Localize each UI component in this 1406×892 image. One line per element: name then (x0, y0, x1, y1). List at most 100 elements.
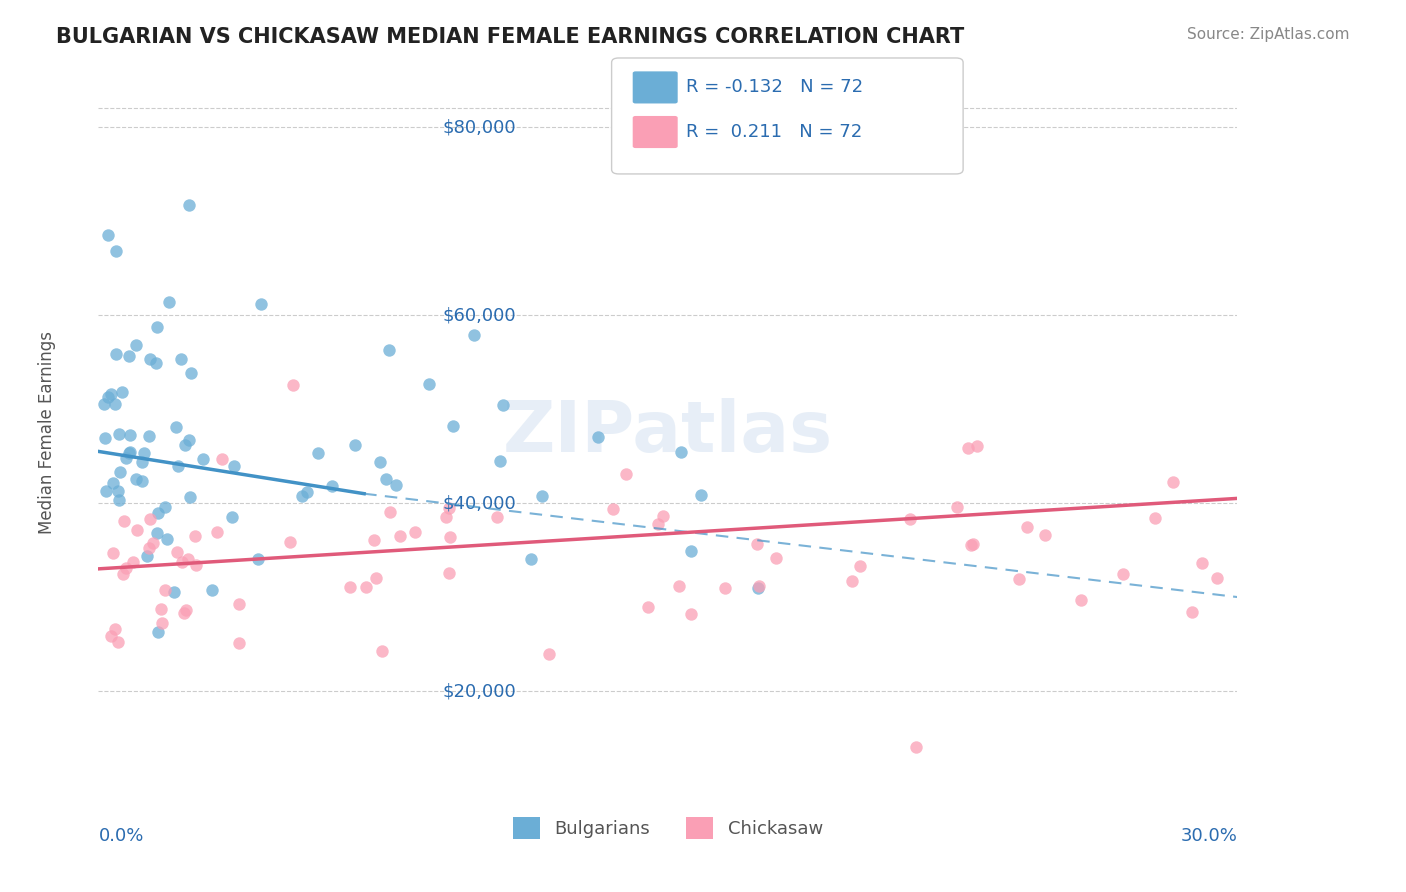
Text: 0.0%: 0.0% (98, 827, 143, 846)
Point (1161, 475, 1184, 489)
Point (132, 446, 155, 460)
Point (905, 740, 928, 755)
Point (104, 623, 127, 637)
Point (172, 555, 194, 569)
Point (307, 446, 329, 460)
Point (124, 471, 146, 485)
Point (104, 396, 127, 410)
Point (441, 418, 464, 433)
Point (434, 509, 457, 524)
Point (1205, 570, 1227, 584)
Point (118, 349, 141, 363)
Point (380, 505, 402, 519)
Point (150, 616, 173, 631)
Point (177, 198, 200, 212)
Point (614, 467, 637, 481)
Point (384, 478, 406, 492)
Text: BULGARIAN VS CHICKASAW MEDIAN FEMALE EARNINGS CORRELATION CHART: BULGARIAN VS CHICKASAW MEDIAN FEMALE EAR… (56, 27, 965, 46)
Point (492, 399, 515, 413)
Point (281, 378, 304, 392)
Legend: Bulgarians, Chickasaw: Bulgarians, Chickasaw (506, 810, 830, 847)
Point (157, 294, 180, 309)
Point (110, 385, 132, 400)
Point (848, 558, 870, 573)
Point (114, 450, 136, 465)
Point (404, 524, 426, 539)
Text: $60,000: $60,000 (443, 306, 516, 324)
Point (960, 538, 983, 552)
Point (165, 420, 187, 434)
Text: ZIPatlas: ZIPatlas (503, 398, 832, 467)
Point (166, 545, 188, 559)
Point (962, 537, 984, 551)
Point (747, 581, 769, 595)
Point (118, 446, 141, 460)
Point (339, 580, 361, 594)
Point (184, 558, 207, 572)
Point (224, 459, 246, 474)
Point (139, 512, 162, 526)
Point (122, 555, 145, 569)
Point (191, 451, 214, 466)
Point (637, 599, 659, 614)
Point (142, 536, 165, 550)
Point (146, 525, 169, 540)
Point (946, 500, 969, 514)
Point (520, 552, 543, 566)
Point (291, 489, 314, 503)
Point (278, 534, 301, 549)
Point (389, 529, 412, 543)
Point (586, 430, 609, 444)
Point (437, 501, 460, 516)
Point (247, 552, 270, 566)
Point (167, 459, 190, 474)
Point (184, 529, 207, 543)
Point (131, 474, 153, 488)
Point (112, 514, 135, 528)
Point (118, 427, 141, 442)
Point (1191, 557, 1213, 571)
Point (228, 636, 250, 650)
Point (153, 500, 176, 514)
Point (1070, 593, 1092, 607)
Point (145, 320, 167, 334)
Point (1112, 566, 1135, 581)
Point (669, 445, 692, 459)
Point (690, 487, 713, 501)
Point (138, 429, 160, 443)
Point (485, 510, 508, 524)
Point (681, 544, 703, 558)
Point (437, 566, 460, 580)
Point (146, 625, 169, 640)
Point (439, 530, 461, 544)
Point (176, 603, 198, 617)
Point (714, 582, 737, 596)
Point (221, 510, 243, 524)
Point (297, 484, 319, 499)
Point (668, 579, 690, 593)
Point (1181, 606, 1204, 620)
Point (156, 533, 179, 547)
Point (179, 490, 201, 504)
Point (211, 452, 233, 467)
Point (100, 386, 122, 401)
Point (374, 471, 396, 485)
Point (363, 533, 385, 547)
Point (139, 351, 162, 366)
Point (170, 352, 193, 367)
Point (344, 438, 367, 452)
Point (180, 366, 202, 380)
Point (173, 606, 195, 620)
Point (207, 525, 229, 540)
Point (228, 597, 250, 611)
Point (146, 506, 169, 520)
Point (105, 244, 128, 259)
Text: Median Female Earnings: Median Female Earnings (38, 331, 56, 534)
Point (177, 434, 200, 448)
Point (153, 583, 176, 598)
Point (1033, 528, 1056, 542)
Point (681, 607, 703, 622)
Point (93, 396, 115, 410)
Point (127, 523, 149, 537)
Text: R = -0.132   N = 72: R = -0.132 N = 72 (686, 78, 863, 96)
